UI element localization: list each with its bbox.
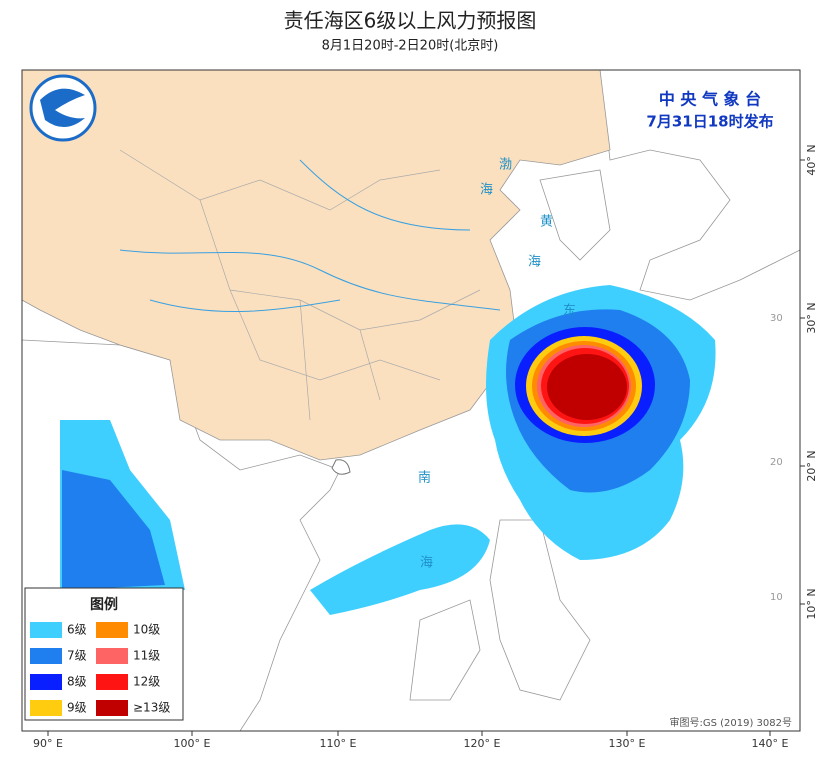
- wind-areas: [60, 285, 716, 615]
- sea-labels: 渤 海 黄 海 东 南 海: [418, 157, 576, 571]
- longitude-label: 130° E: [609, 737, 646, 750]
- china-land: [22, 70, 611, 461]
- longitude-label: 140° E: [752, 737, 789, 750]
- land: [409, 599, 481, 701]
- land: [539, 169, 611, 261]
- latitude-label: 10° N: [805, 588, 818, 619]
- latitude-label: 30° N: [805, 302, 818, 333]
- logo: [29, 74, 97, 142]
- title: 责任海区6级以上风力预报图: [284, 9, 537, 33]
- legend-label: 8级: [67, 675, 87, 689]
- longitude-label: 110° E: [320, 737, 357, 750]
- wind-area: [310, 524, 490, 615]
- sea-label: 海: [528, 255, 541, 270]
- map-frame: [21, 69, 801, 732]
- inner-latitude: 30 20 10: [770, 313, 783, 603]
- province-borders: [119, 149, 481, 421]
- legend-swatch: [96, 674, 128, 690]
- legend-swatch: [30, 648, 62, 664]
- legend-label: ≥13级: [133, 701, 170, 715]
- legend-swatch: [30, 674, 62, 690]
- subtitle: 8月1日20时-2日20时(北京时): [322, 39, 499, 54]
- wind-area: [547, 354, 627, 420]
- sea-label: 东: [563, 304, 576, 319]
- latitude-label: 20° N: [805, 450, 818, 481]
- legend-label: 7级: [67, 649, 87, 663]
- latitude-label: 40° N: [805, 144, 818, 175]
- legend-swatch: [30, 700, 62, 716]
- legend-label: 11级: [133, 649, 160, 663]
- longitude-label: 100° E: [174, 737, 211, 750]
- inner-lat-label: 20: [770, 457, 783, 468]
- sea-label: 南: [418, 470, 431, 486]
- legend: 图例 6级 7级 8级 9级 10级 11级 12级 ≥13级: [24, 587, 184, 721]
- wind-area: [62, 470, 165, 590]
- legend-label: 6级: [67, 623, 87, 637]
- legend-swatch: [96, 700, 128, 716]
- sea-label: 海: [420, 556, 433, 571]
- issuer-time: 7月31日18时发布: [646, 113, 773, 131]
- legend-swatch: [96, 648, 128, 664]
- issuer-name: 中 央 气 象 台: [659, 90, 761, 109]
- rivers: [119, 159, 501, 313]
- longitude-label: 120° E: [464, 737, 501, 750]
- sea-label: 海: [480, 183, 493, 198]
- legend-swatch: [30, 622, 62, 638]
- sea-label: 渤: [499, 157, 512, 173]
- approval-number: 审图号:GS (2019) 3082号: [669, 716, 792, 729]
- legend-label: 12级: [133, 675, 160, 689]
- legend-title: 图例: [90, 596, 118, 613]
- hainan: [331, 459, 351, 475]
- inner-lat-label: 10: [770, 592, 783, 603]
- land: [489, 519, 591, 701]
- legend-label: 10级: [133, 623, 160, 637]
- legend-swatch: [96, 622, 128, 638]
- sea-label: 黄: [540, 215, 553, 230]
- longitude-label: 90° E: [33, 737, 63, 750]
- legend-label: 9级: [67, 701, 87, 715]
- inner-lat-label: 30: [770, 313, 783, 324]
- land: [599, 70, 800, 301]
